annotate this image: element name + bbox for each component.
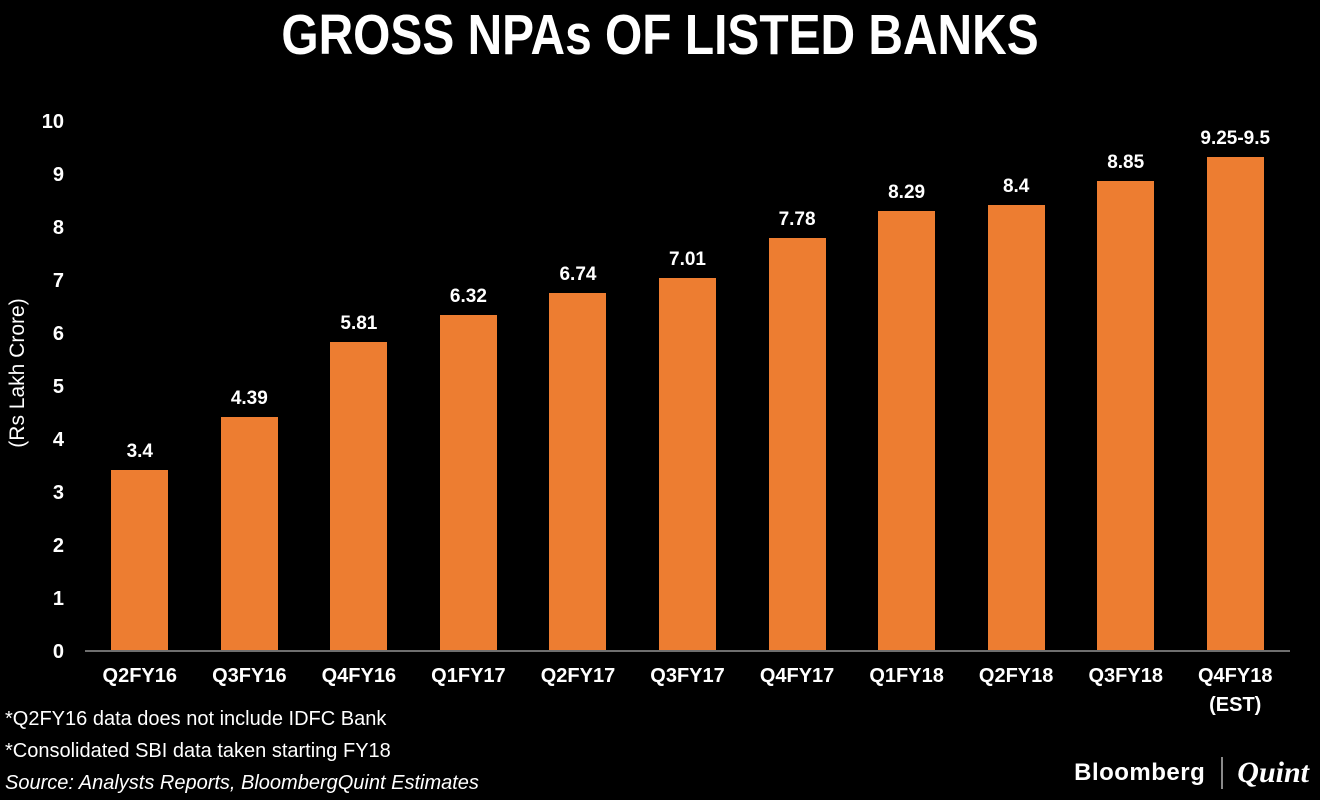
x-axis-labels: Q2FY16 Q3FY16 Q4FY16 Q1FY17 Q2FY17 Q3FY17 Q4FY…	[85, 662, 1290, 720]
x-tick-label: Q1FY18	[869, 665, 944, 687]
y-tick-label: 6	[52, 323, 64, 345]
bar-value-label: 8.4	[1002, 175, 1030, 197]
bar	[878, 210, 936, 650]
bar	[1206, 157, 1264, 650]
logo-divider	[1221, 757, 1224, 789]
x-tick-label: Q4FY17	[759, 665, 835, 687]
x-tick-label: Q3FY18	[1088, 665, 1163, 687]
bar	[549, 292, 607, 650]
bar-group: 5.81	[304, 122, 414, 650]
bar-group: 8.85	[1071, 122, 1181, 650]
x-tick-label: Q3FY16	[212, 665, 287, 687]
bar-value-label: 6.32	[449, 286, 487, 308]
bar-group: 7.01	[633, 122, 743, 650]
y-tick-label: 5	[52, 376, 64, 398]
y-tick-label: 8	[52, 217, 64, 239]
bar-value-label: 8.29	[888, 181, 926, 203]
bar-group: 6.32	[414, 122, 524, 650]
chart-title: GROSS NPAs OF LISTED BANKS	[281, 3, 1039, 67]
bar-value-label: 4.39	[230, 388, 268, 410]
y-tick-label: 10	[41, 111, 64, 133]
bar-group: 9.25-9.5	[1180, 122, 1290, 650]
bar	[439, 315, 497, 650]
y-tick-label: 7	[52, 270, 64, 292]
bar	[659, 278, 716, 650]
y-tick-label: 3	[52, 482, 64, 504]
y-tick-label: 1	[52, 588, 64, 610]
y-tick-label: 9	[52, 164, 64, 186]
y-axis-ticks: 0 1 2 3 4 5 6 7 8 9 10	[0, 111, 64, 663]
bar	[768, 237, 826, 650]
bar-group: 3.4	[85, 122, 195, 650]
bar-value-label: 7.01	[669, 249, 706, 271]
x-tick-note: (EST)	[1209, 694, 1262, 716]
footnotes: *Q2FY16 data does not include IDFC Bank …	[5, 703, 479, 799]
footnote-line-2: *Consolidated SBI data taken starting FY…	[5, 740, 391, 762]
x-tick-label: Q3FY17	[650, 665, 725, 687]
bar	[111, 469, 169, 650]
bar-group: 4.39	[195, 122, 305, 650]
quint-wordmark: Quint	[1237, 756, 1309, 789]
y-tick-label: 0	[52, 641, 64, 663]
bar	[220, 417, 278, 650]
bar-group: 8.4	[961, 122, 1071, 650]
bar	[330, 342, 388, 650]
source-line: Source: Analysts Reports, BloombergQuint…	[5, 772, 479, 794]
bloomberg-wordmark: Bloomberg	[1074, 759, 1206, 786]
bar-group: 8.29	[852, 122, 962, 650]
bar-value-label: 7.78	[778, 208, 816, 230]
y-tick-label: 2	[52, 535, 64, 557]
x-tick-label: Q4FY16	[321, 665, 397, 687]
bar-value-label: 8.85	[1107, 151, 1145, 173]
bar	[987, 204, 1045, 650]
bar-value-label: 3.4	[126, 440, 153, 462]
bar-value-label: 9.25-9.5	[1200, 128, 1271, 150]
bar-value-label: 6.74	[559, 263, 597, 285]
bloomberg-quint-logo: Bloomberg Quint	[1074, 756, 1311, 790]
y-tick-label: 4	[52, 429, 64, 451]
bar-group: 6.74	[523, 122, 633, 650]
bar	[1097, 180, 1155, 650]
x-tick-label: Q2FY17	[540, 665, 616, 687]
plot-area: 3.4 4.39 5.81 6.32 6.74 7.01 7.78 8.29 8.4 8.85 9.…	[85, 122, 1290, 652]
bar-value-label: 5.81	[340, 313, 378, 335]
x-tick-label: Q2FY16	[102, 665, 178, 687]
x-tick-label: Q2FY18	[978, 665, 1054, 687]
footnote-line-1: *Q2FY16 data does not include IDFC Bank	[5, 708, 387, 730]
x-tick-label: Q1FY17	[431, 665, 506, 687]
x-tick-label: Q4FY18 (EST)	[1180, 662, 1290, 720]
bar-group: 7.78	[742, 122, 852, 650]
